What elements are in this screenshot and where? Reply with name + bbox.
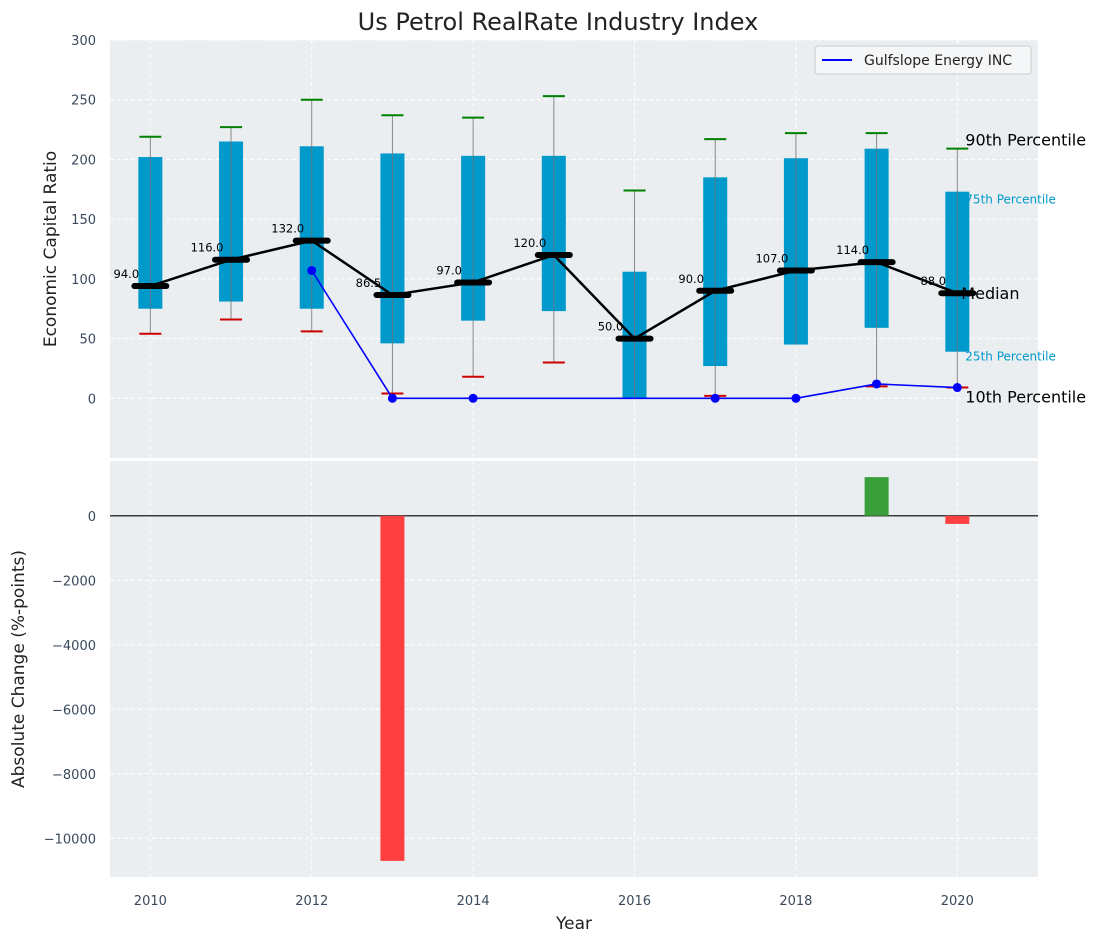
company-point [952,383,962,393]
company-point [468,393,478,403]
bottom-y-tick-label: −2000 [52,574,96,589]
change-bar [380,515,405,861]
median-value-label: 90.0 [678,272,704,286]
chart-title: Us Petrol RealRate Industry Index [358,8,759,36]
median-value-label: 132.0 [271,222,304,236]
bottom-y-axis-label: Absolute Change (%-points) [9,550,29,788]
x-tick-label: 2018 [779,894,812,909]
top-y-tick-label: 100 [71,273,96,288]
annotation-p25: 25th Percentile [965,350,1056,364]
top-y-tick-label: 0 [88,392,96,407]
bottom-y-tick-label: −6000 [52,703,96,718]
company-point [872,379,882,389]
top-panel-background [110,40,1038,458]
bottom-y-tick-label: −4000 [52,639,96,654]
bottom-y-tick-label: −8000 [52,768,96,783]
x-tick-label: 2012 [295,894,328,909]
median-value-label: 116.0 [191,241,224,255]
top-y-tick-label: 300 [71,34,96,49]
company-point [307,265,317,275]
x-tick-label: 2020 [941,894,974,909]
x-tick-label: 2010 [134,894,167,909]
top-y-axis-label: Economic Capital Ratio [41,151,61,347]
median-value-label: 97.0 [436,263,462,277]
top-y-tick-label: 50 [79,333,96,348]
change-bar [864,477,889,516]
top-y-tick-label: 250 [71,94,96,109]
annotation-p90: 90th Percentile [965,131,1086,150]
legend: Gulfslope Energy INC [814,45,1032,75]
bottom-y-tick-label: 0 [88,510,96,525]
company-point [791,393,801,403]
annotation-p75: 75th Percentile [965,193,1056,207]
x-axis-label: Year [555,914,592,934]
top-y-tick-label: 200 [71,153,96,168]
change-bar [945,515,970,524]
median-value-label: 88.0 [920,274,946,288]
x-tick-label: 2014 [457,894,490,909]
company-point [710,393,720,403]
annotation-median: Median [961,284,1019,303]
median-value-label: 120.0 [513,236,546,250]
annotation-p10: 10th Percentile [965,387,1086,406]
median-value-label: 114.0 [836,243,869,257]
bottom-panel-background [110,461,1038,877]
bottom-y-tick-label: −10000 [44,832,96,847]
legend-box [814,45,1032,75]
company-point [387,393,397,403]
top-y-tick-label: 150 [71,213,96,228]
legend-label: Gulfslope Energy INC [864,53,1012,69]
median-value-label: 94.0 [114,267,140,281]
median-value-label: 107.0 [755,251,788,265]
x-tick-label: 2016 [618,894,651,909]
median-value-label: 86.5 [356,276,382,290]
median-value-label: 50.0 [598,320,624,334]
